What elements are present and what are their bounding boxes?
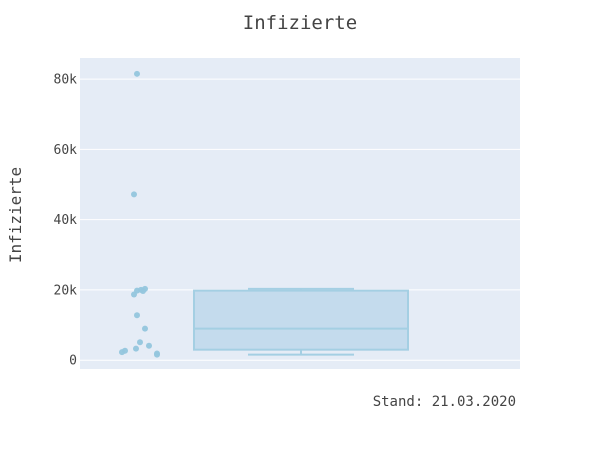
data-points <box>119 70 160 358</box>
data-point <box>137 339 143 346</box>
data-point <box>131 191 137 198</box>
data-point <box>146 342 152 349</box>
box-iqr <box>193 289 409 351</box>
stand-annotation: Stand: 21.03.2020 <box>373 394 516 410</box>
y-axis-label: Infizierte <box>6 167 25 263</box>
data-point <box>140 287 146 294</box>
data-point <box>134 312 140 319</box>
data-point <box>131 291 137 298</box>
box-trace <box>193 287 409 356</box>
chart-title: Infizierte <box>243 12 357 34</box>
y-tick-label: 80k <box>54 73 78 88</box>
data-point <box>133 345 139 352</box>
y-tick-label: 40k <box>54 213 78 228</box>
data-point <box>119 349 125 356</box>
data-point <box>142 325 148 332</box>
y-tick-label: 20k <box>54 283 78 298</box>
data-point <box>134 70 140 77</box>
data-point <box>154 351 160 358</box>
y-tick-label: 60k <box>54 143 78 158</box>
y-tick-label: 0 <box>69 354 77 369</box>
y-axis-ticks: 0 20k 40k 60k 80k <box>54 73 78 369</box>
